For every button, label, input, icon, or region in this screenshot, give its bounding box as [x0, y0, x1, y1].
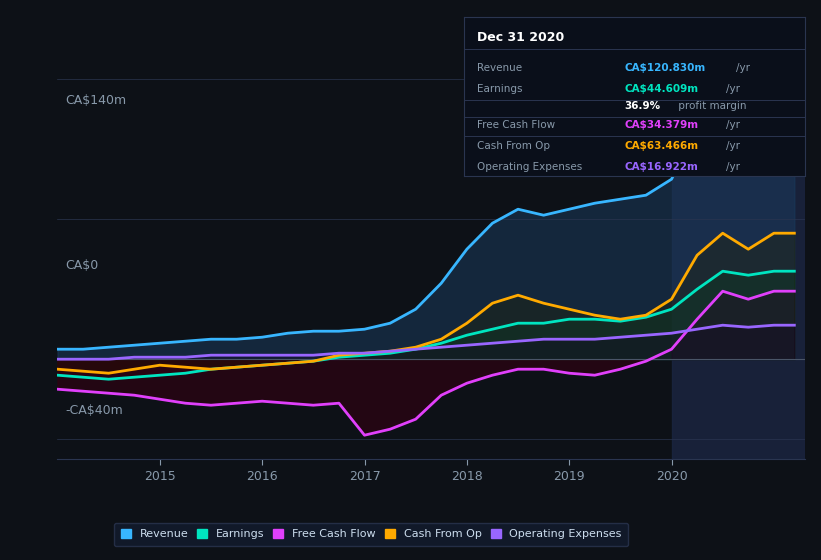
Legend: Revenue, Earnings, Free Cash Flow, Cash From Op, Operating Expenses: Revenue, Earnings, Free Cash Flow, Cash … — [114, 522, 629, 546]
Text: /yr: /yr — [727, 141, 741, 151]
Text: CA$16.922m: CA$16.922m — [624, 162, 698, 172]
Text: CA$34.379m: CA$34.379m — [624, 120, 698, 130]
Text: Earnings: Earnings — [478, 83, 523, 94]
Text: Cash From Op: Cash From Op — [478, 141, 551, 151]
Text: Free Cash Flow: Free Cash Flow — [478, 120, 556, 130]
Text: CA$63.466m: CA$63.466m — [624, 141, 698, 151]
Text: CA$0: CA$0 — [65, 259, 99, 272]
Text: Dec 31 2020: Dec 31 2020 — [478, 31, 565, 44]
Text: profit margin: profit margin — [675, 101, 746, 111]
Text: 36.9%: 36.9% — [624, 101, 660, 111]
Text: Revenue: Revenue — [478, 63, 523, 73]
Text: /yr: /yr — [727, 83, 741, 94]
Text: CA$140m: CA$140m — [65, 94, 126, 106]
Text: CA$44.609m: CA$44.609m — [624, 83, 698, 94]
Text: -CA$40m: -CA$40m — [65, 404, 122, 417]
Text: /yr: /yr — [736, 63, 750, 73]
Text: /yr: /yr — [727, 120, 741, 130]
Text: /yr: /yr — [727, 162, 741, 172]
Text: Operating Expenses: Operating Expenses — [478, 162, 583, 172]
Bar — [672, 39, 805, 459]
Text: CA$120.830m: CA$120.830m — [624, 63, 705, 73]
